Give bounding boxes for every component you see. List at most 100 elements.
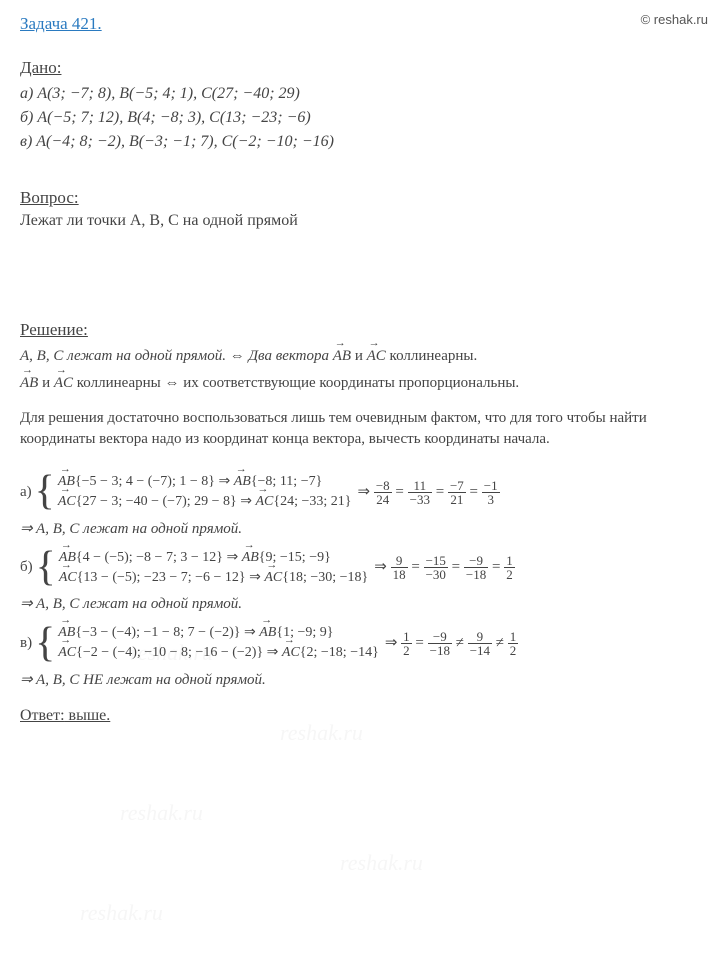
question-text: Лежат ли точки A, B, C на одной прямой — [20, 212, 706, 230]
case-c: в) { AB{−3 − (−4); −1 − 8; 7 − (−2)} ⇒ A… — [20, 623, 706, 664]
num: −1 — [482, 479, 500, 493]
given-block: Дано: а) A(3; −7; 8), B(−5; 4; 1), C(27;… — [20, 58, 706, 154]
bg-watermark: reshak.ru — [340, 850, 423, 876]
answer-text: выше. — [65, 707, 111, 724]
not-equals: ≠ — [496, 635, 504, 651]
den: 2 — [508, 644, 519, 657]
vector-ac: AC — [54, 373, 73, 394]
text: {−3 − (−4); −1 − 8; 7 − (−2)} ⇒ — [75, 625, 259, 640]
den: 3 — [482, 493, 500, 506]
arrow-icon: ⇒ — [358, 484, 371, 500]
text: и — [355, 348, 367, 364]
den: 21 — [448, 493, 466, 506]
vector-ab: AB — [259, 623, 276, 643]
num: 9 — [468, 630, 492, 644]
vector-ab: AB — [333, 346, 351, 367]
equals: = — [411, 559, 419, 575]
solution-label: Решение: — [20, 320, 706, 340]
num: −15 — [424, 554, 448, 568]
num: 1 — [401, 630, 412, 644]
num: 1 — [508, 630, 519, 644]
num: 1 — [504, 554, 515, 568]
question-block: Вопрос: Лежат ли точки A, B, C на одной … — [20, 188, 706, 230]
vector-ab: AB — [20, 373, 38, 394]
question-label: Вопрос: — [20, 188, 706, 208]
vector-ac: AC — [58, 643, 76, 663]
vector-ac: AC — [58, 492, 76, 512]
den: −18 — [464, 568, 488, 581]
vector-ac: AC — [282, 643, 300, 663]
case-a: а) { AB{−5 − 3; 4 − (−7); 1 − 8} ⇒ AB{−8… — [20, 472, 706, 513]
num: 11 — [408, 479, 432, 493]
given-line-b: б) A(−5; 7; 12), B(4; −8; 3), C(13; −23;… — [20, 106, 706, 130]
case-b-rows: AB{4 − (−5); −8 − 7; 3 − 12} ⇒ AB{9; −15… — [59, 548, 368, 589]
num: −7 — [448, 479, 466, 493]
text: {2; −18; −14} — [300, 645, 379, 660]
case-b-conclusion: ⇒ A, B, C лежат на одной прямой. — [20, 594, 706, 613]
den: 2 — [401, 644, 412, 657]
given-label: Дано: — [20, 58, 706, 78]
equals: = — [415, 635, 423, 651]
text: {18; −30; −18} — [282, 570, 368, 585]
text: {13 − (−5); −23 − 7; −6 − 12} ⇒ — [77, 570, 265, 585]
text: {−5 − 3; 4 − (−7); 1 − 8} ⇒ — [75, 474, 234, 489]
equals: = — [452, 559, 460, 575]
answer-block: Ответ: выше. — [20, 707, 706, 725]
solution-explain: Для решения достаточно воспользоваться л… — [20, 408, 706, 450]
den: −33 — [408, 493, 432, 506]
equals: = — [470, 484, 478, 500]
result-fractions: ⇒ −824 = 11−33 = −721 = −13 — [358, 479, 500, 506]
brace-icon: { — [35, 625, 55, 663]
answer-label: Ответ: — [20, 707, 65, 724]
task-title: Задача 421. — [20, 14, 706, 34]
equals: = — [395, 484, 403, 500]
num: −8 — [374, 479, 392, 493]
case-letter: в) — [20, 635, 32, 652]
not-equals: ≠ — [456, 635, 464, 651]
den: −14 — [468, 644, 492, 657]
case-a-conclusion: ⇒ A, B, C лежат на одной прямой. — [20, 519, 706, 538]
num: −9 — [464, 554, 488, 568]
vector-ab: AB — [234, 472, 251, 492]
den: 2 — [504, 568, 515, 581]
text: коллинеарны. — [390, 348, 478, 364]
den: −18 — [428, 644, 452, 657]
text: и — [42, 375, 54, 391]
case-a-rows: AB{−5 − 3; 4 − (−7); 1 − 8} ⇒ AB{−8; 11;… — [58, 472, 352, 513]
vector-ac: AC — [255, 492, 273, 512]
solution-line1: A, B, C лежат на одной прямой. ⇔ Два век… — [20, 346, 706, 367]
result-fractions: ⇒ 918 = −15−30 = −9−18 = 12 — [374, 554, 514, 581]
vector-ac: AC — [367, 346, 386, 367]
brace-icon: { — [36, 549, 56, 587]
arrow-icon: ⇒ — [374, 559, 387, 575]
den: −30 — [424, 568, 448, 581]
den: 24 — [374, 493, 392, 506]
bg-watermark: reshak.ru — [120, 800, 203, 826]
solution-line2: AB и AC коллинеарны ⇔ их соответствующие… — [20, 373, 706, 394]
vector-ac: AC — [264, 568, 282, 588]
question-text-content: Лежат ли точки A, B, C на одной прямой — [20, 212, 298, 229]
arrow-icon: ⇒ — [385, 635, 398, 651]
case-c-rows: AB{−3 − (−4); −1 − 8; 7 − (−2)} ⇒ AB{1; … — [58, 623, 379, 664]
case-letter: б) — [20, 559, 33, 576]
text: {−2 − (−4); −10 − 8; −16 − (−2)} ⇒ — [76, 645, 282, 660]
given-line-c: в) A(−4; 8; −2), B(−3; −1; 7), C(−2; −10… — [20, 130, 706, 154]
equals: = — [492, 559, 500, 575]
num: −9 — [428, 630, 452, 644]
case-b: б) { AB{4 − (−5); −8 − 7; 3 − 12} ⇒ AB{9… — [20, 548, 706, 589]
case-c-conclusion: ⇒ A, B, C НЕ лежат на одной прямой. — [20, 670, 706, 689]
text: {24; −33; 21} — [273, 494, 351, 509]
equals: = — [436, 484, 444, 500]
den: 18 — [391, 568, 408, 581]
vector-ac: AC — [59, 568, 77, 588]
solution-block: Решение: A, B, C лежат на одной прямой. … — [20, 320, 706, 450]
text: A, B, C лежат на одной прямой. ⇔ Два век… — [20, 348, 333, 364]
case-letter: а) — [20, 484, 32, 501]
text: коллинеарны ⇔ их соответствующие координ… — [77, 375, 519, 391]
text: {27 − 3; −40 − (−7); 29 − 8} ⇒ — [76, 494, 256, 509]
num: 9 — [391, 554, 408, 568]
given-line-a: а) A(3; −7; 8), B(−5; 4; 1), C(27; −40; … — [20, 82, 706, 106]
brace-icon: { — [35, 473, 55, 511]
vector-ab: AB — [242, 548, 259, 568]
copyright-watermark: © reshak.ru — [641, 12, 708, 27]
